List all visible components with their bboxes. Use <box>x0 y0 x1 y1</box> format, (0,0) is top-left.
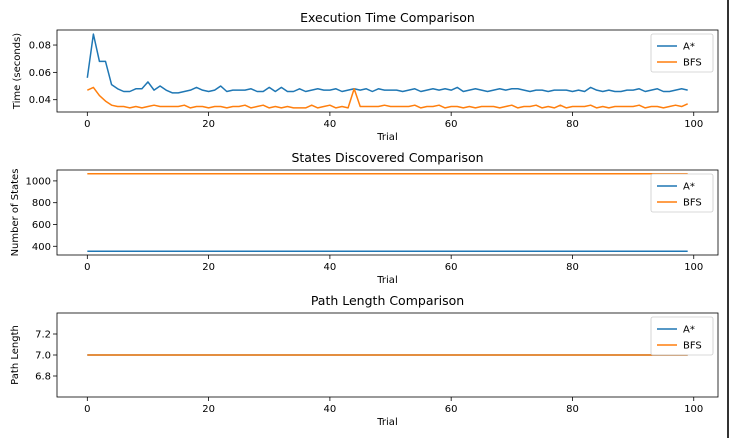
x-axis-label: Trial <box>376 417 397 428</box>
x-tick-label: 40 <box>324 262 337 273</box>
legend-box <box>650 33 714 73</box>
x-tick-label: 0 <box>84 119 90 130</box>
y-tick-label: 0.06 <box>29 68 51 79</box>
legend-label: BFS <box>683 198 702 209</box>
x-tick-label: 60 <box>445 404 458 415</box>
legend-box <box>650 316 714 356</box>
x-tick-label: 100 <box>684 262 703 273</box>
y-axis-label: Time (seconds) <box>12 33 23 110</box>
y-axis-label: Number of States <box>10 169 21 257</box>
series-line-bfs <box>87 86 688 109</box>
chart-title: States Discovered Comparison <box>291 150 483 165</box>
x-tick-label: 100 <box>684 119 703 130</box>
x-tick-label: 20 <box>202 262 215 273</box>
x-tick-label: 100 <box>684 404 703 415</box>
y-tick-label: 7.0 <box>35 351 51 362</box>
x-tick-label: 80 <box>566 262 579 273</box>
legend-label: A* <box>683 325 695 336</box>
x-axis-label: Trial <box>376 132 397 143</box>
y-tick-label: 400 <box>32 242 51 253</box>
legend-label: A* <box>683 182 695 193</box>
x-tick-label: 40 <box>324 119 337 130</box>
x-tick-label: 40 <box>324 404 337 415</box>
x-tick-label: 60 <box>445 119 458 130</box>
y-tick-label: 1000 <box>26 176 51 187</box>
legend-box <box>650 173 714 213</box>
plot-frame <box>56 29 719 113</box>
plot-frame <box>56 169 719 256</box>
legend-label: A* <box>683 42 695 53</box>
y-tick-label: 600 <box>32 220 51 231</box>
x-tick-label: 80 <box>566 119 579 130</box>
x-tick-label: 60 <box>445 262 458 273</box>
y-axis-label: Path Length <box>10 325 21 385</box>
x-tick-label: 0 <box>84 404 90 415</box>
y-tick-label: 6.8 <box>35 372 51 383</box>
series-line-a- <box>86 33 688 94</box>
legend-label: BFS <box>683 58 702 69</box>
chart-title: Path Length Comparison <box>311 293 464 308</box>
chart-title: Execution Time Comparison <box>300 10 475 25</box>
x-tick-label: 20 <box>202 404 215 415</box>
window-edge <box>727 0 729 438</box>
y-tick-label: 7.2 <box>35 330 51 341</box>
x-tick-label: 0 <box>84 262 90 273</box>
x-tick-label: 20 <box>202 119 215 130</box>
y-tick-label: 800 <box>32 198 51 209</box>
y-tick-label: 0.08 <box>29 41 51 52</box>
legend-label: BFS <box>683 341 702 352</box>
y-tick-label: 0.04 <box>29 95 51 106</box>
x-tick-label: 80 <box>566 404 579 415</box>
x-axis-label: Trial <box>376 275 397 286</box>
